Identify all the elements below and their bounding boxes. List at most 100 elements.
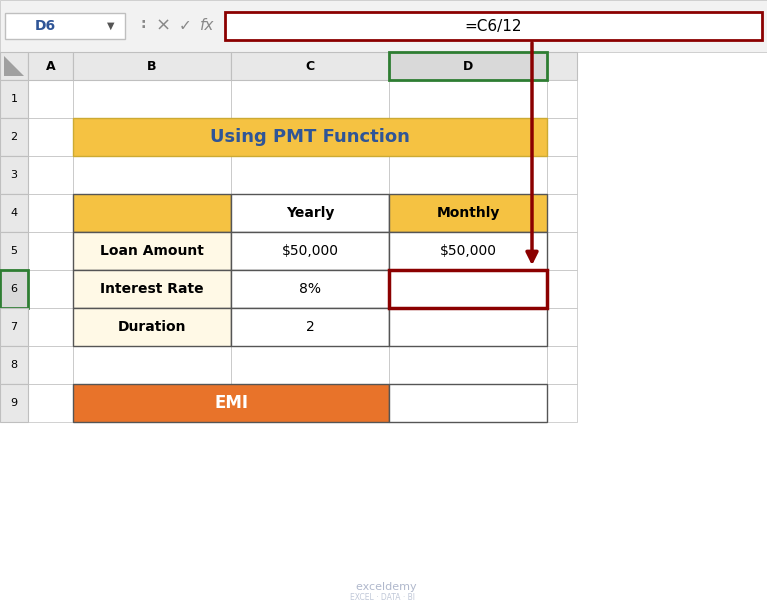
Text: D: D (463, 59, 473, 72)
Bar (389, 308, 547, 346)
Bar (28, 118, 73, 156)
Bar (231, 270, 389, 308)
Bar (547, 194, 577, 232)
Bar (389, 308, 547, 346)
Bar (231, 308, 389, 346)
Bar (231, 232, 389, 270)
Bar (0, 156, 28, 194)
Bar (73, 270, 231, 308)
Bar (28, 194, 73, 232)
Bar (389, 194, 547, 232)
Bar (0, 384, 28, 422)
Text: ✓: ✓ (179, 18, 192, 33)
Bar (73, 52, 231, 80)
Bar (73, 194, 231, 232)
Bar (73, 384, 389, 422)
Text: 4: 4 (11, 208, 18, 218)
Bar (231, 232, 389, 270)
Text: fx: fx (200, 18, 214, 33)
Bar (0, 194, 28, 232)
Bar (547, 52, 577, 80)
Bar (28, 232, 73, 270)
Text: A: A (46, 59, 55, 72)
Bar (231, 156, 389, 194)
Text: D6: D6 (35, 19, 55, 33)
Bar (28, 270, 73, 308)
Bar (231, 384, 389, 422)
Bar (0, 232, 28, 270)
Text: :: : (140, 17, 146, 31)
Text: 1: 1 (11, 94, 18, 104)
Text: Monthly: Monthly (436, 206, 499, 220)
Bar (28, 346, 73, 384)
Bar (28, 156, 73, 194)
Bar (28, 52, 73, 80)
Bar (73, 232, 231, 270)
Bar (389, 270, 547, 308)
Text: Yearly: Yearly (286, 206, 334, 220)
Bar (231, 308, 389, 346)
Text: 5: 5 (11, 246, 18, 256)
Bar (0, 346, 28, 384)
Text: C: C (305, 59, 314, 72)
Bar (389, 384, 547, 422)
Text: 2: 2 (305, 320, 314, 334)
Text: 8: 8 (11, 360, 18, 370)
Text: exceldemy: exceldemy (349, 582, 416, 592)
Bar (547, 118, 577, 156)
Bar (0, 270, 28, 308)
Bar (389, 270, 547, 308)
Bar (547, 80, 577, 118)
Text: Interest Rate: Interest Rate (100, 282, 204, 296)
Bar (225, 12, 762, 40)
Text: 0.67%: 0.67% (446, 282, 490, 296)
Text: EMI: EMI (214, 394, 248, 412)
Text: 9: 9 (11, 398, 18, 408)
Bar (389, 194, 547, 232)
Bar (547, 232, 577, 270)
Bar (547, 308, 577, 346)
Bar (389, 118, 547, 156)
Bar (0, 308, 28, 346)
Text: $50,000: $50,000 (439, 244, 496, 258)
Bar (231, 52, 389, 80)
Bar (231, 194, 389, 232)
Text: Using PMT Function: Using PMT Function (210, 128, 410, 146)
Text: 2: 2 (11, 132, 18, 142)
Text: Loan Amount: Loan Amount (100, 244, 204, 258)
Bar (231, 346, 389, 384)
Polygon shape (4, 56, 24, 76)
Bar (389, 232, 547, 270)
Bar (231, 270, 389, 308)
Text: 7: 7 (11, 322, 18, 332)
Bar (389, 232, 547, 270)
Bar (547, 384, 577, 422)
Text: =C6/12: =C6/12 (465, 18, 522, 33)
Text: B: B (147, 59, 156, 72)
Text: 3: 3 (11, 170, 18, 180)
Bar (389, 80, 547, 118)
Text: EXCEL · DATA · BI: EXCEL · DATA · BI (351, 592, 416, 602)
Bar (547, 270, 577, 308)
Bar (73, 270, 231, 308)
Bar (389, 384, 547, 422)
Bar (5, 13, 125, 39)
Text: 8%: 8% (299, 282, 321, 296)
Bar (389, 270, 547, 308)
Bar (73, 118, 231, 156)
Bar (73, 80, 231, 118)
Bar (0, 80, 28, 118)
Bar (73, 194, 231, 232)
Bar (73, 232, 231, 270)
Bar (231, 80, 389, 118)
Bar (28, 308, 73, 346)
Text: ▼: ▼ (107, 21, 115, 31)
Bar (73, 156, 231, 194)
Bar (389, 346, 547, 384)
Bar (73, 118, 547, 156)
Bar (231, 194, 389, 232)
Bar (547, 346, 577, 384)
Text: Duration: Duration (118, 320, 186, 334)
Bar (73, 308, 231, 346)
Bar (73, 384, 231, 422)
